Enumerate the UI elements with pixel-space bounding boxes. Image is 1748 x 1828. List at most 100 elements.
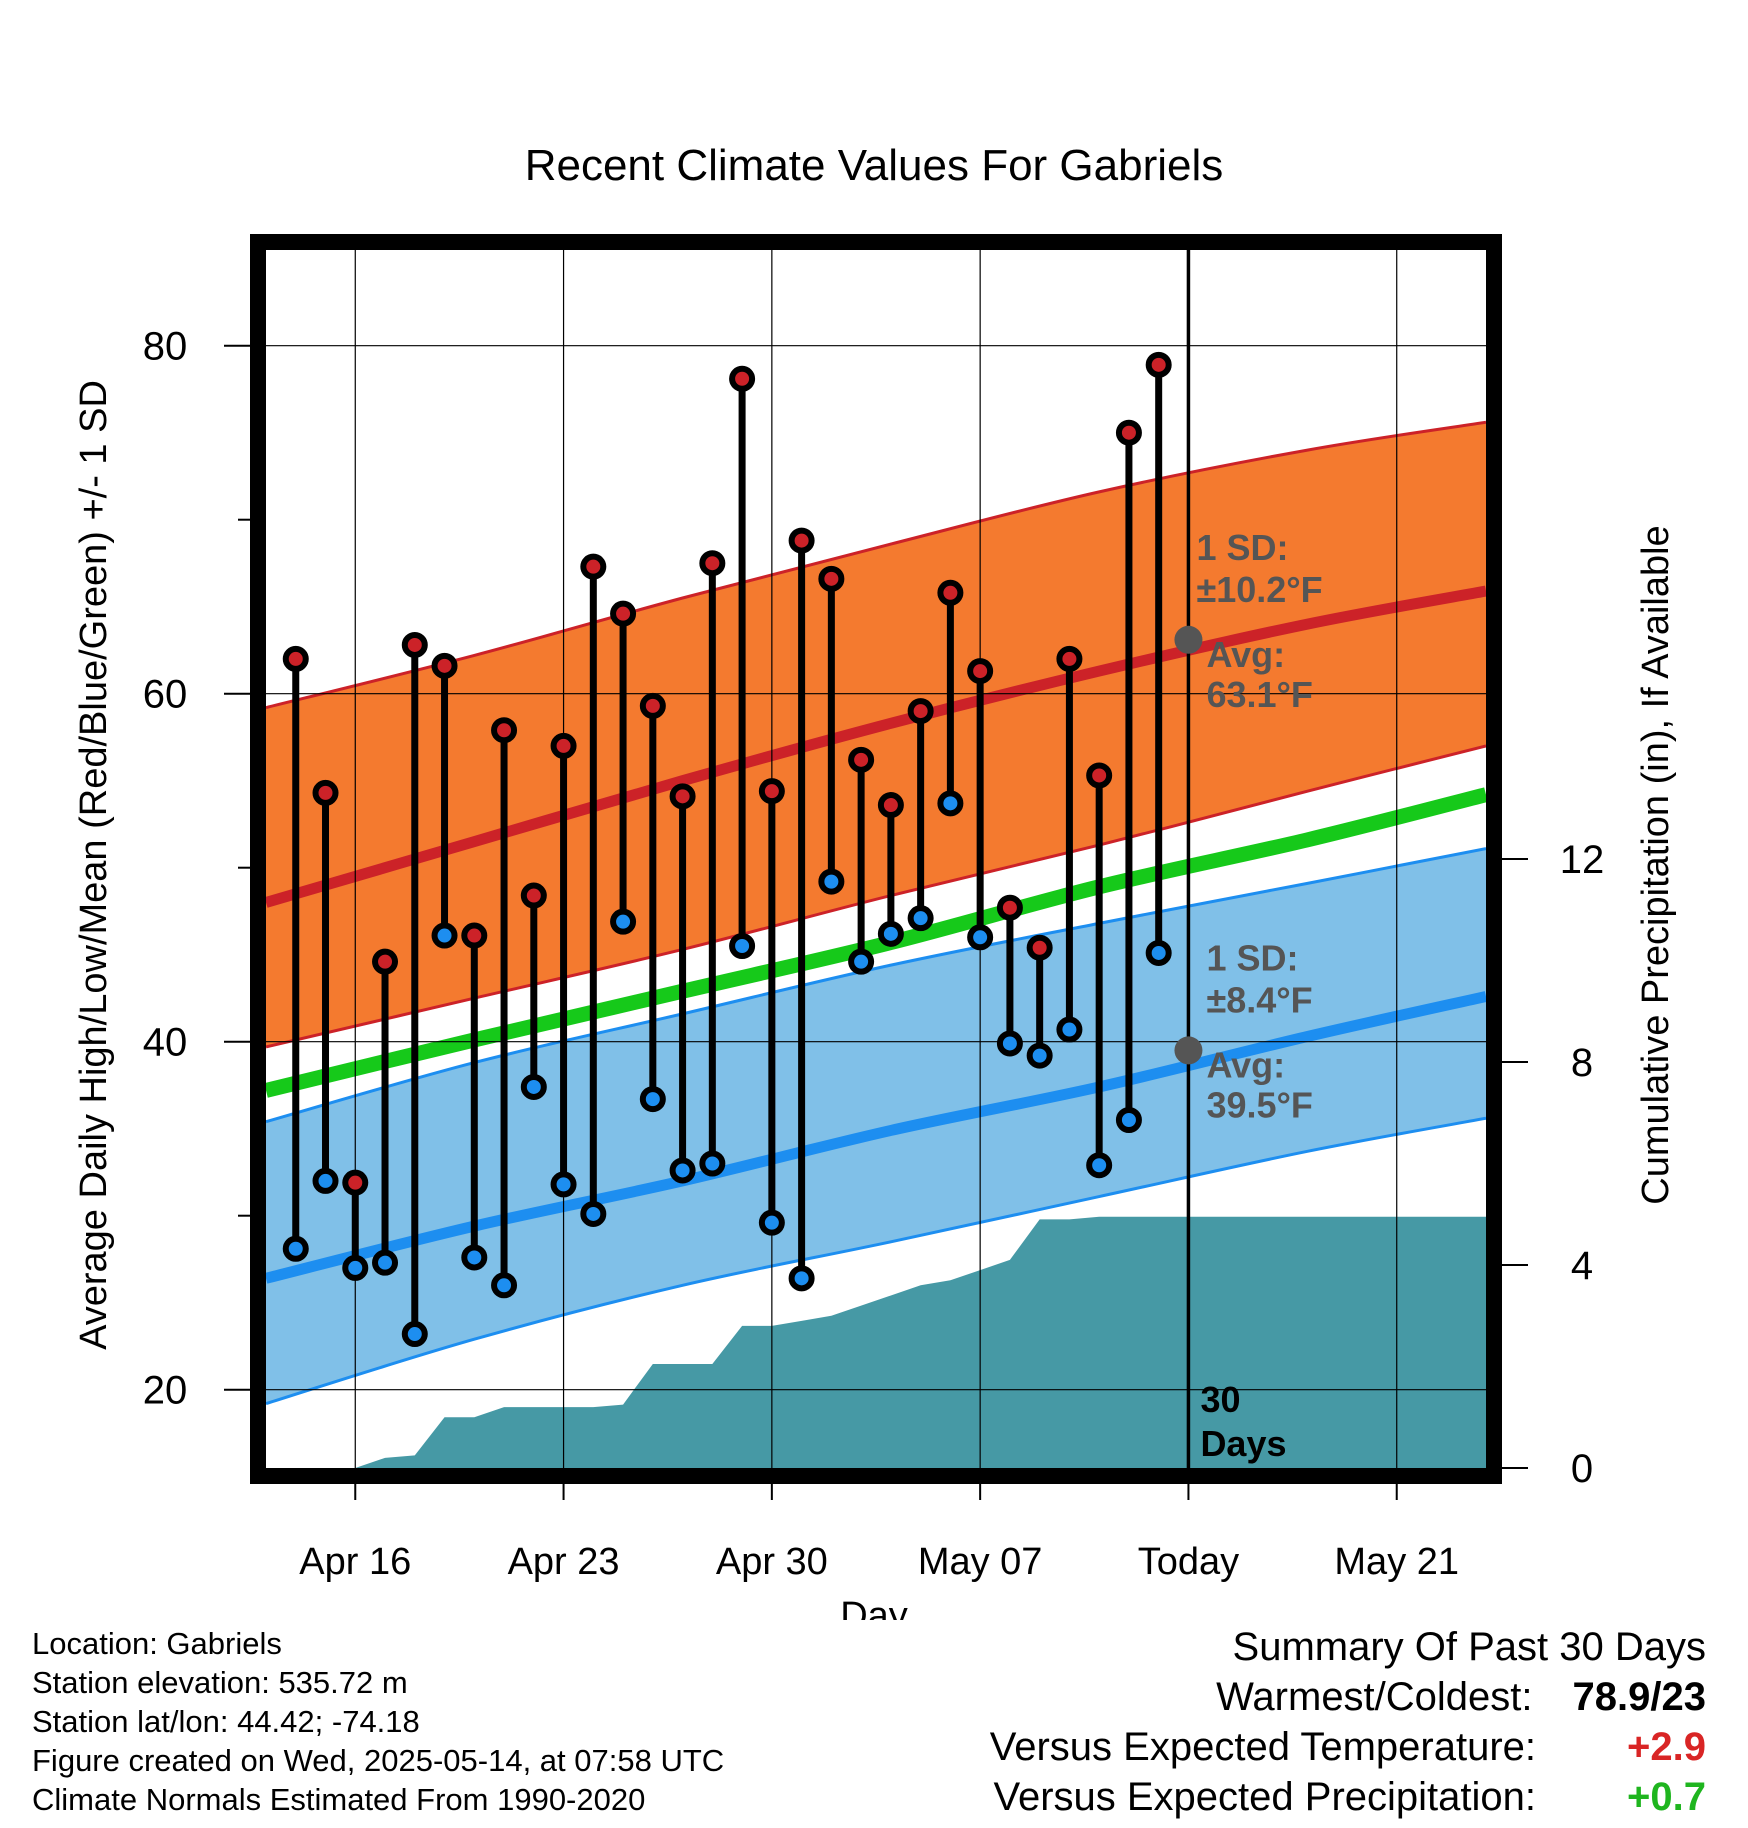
daily-low-point bbox=[282, 1235, 309, 1262]
summary-panel: Summary Of Past 30 Days Warmest/Coldest:… bbox=[990, 1622, 1706, 1822]
x-tick-label: Apr 30 bbox=[716, 1541, 828, 1583]
daily-high-point bbox=[818, 565, 845, 592]
low-sd-lower-line bbox=[266, 1116, 1486, 1406]
daily-low-point bbox=[1056, 1016, 1083, 1043]
daily-high-point bbox=[1056, 645, 1083, 672]
daily-high-point bbox=[372, 948, 399, 975]
daily-low-point bbox=[848, 948, 875, 975]
daily-high-point bbox=[967, 658, 994, 685]
x-tick-label: Today bbox=[1138, 1541, 1239, 1583]
latlon-text: Station lat/lon: 44.42; -74.18 bbox=[32, 1704, 420, 1739]
warmest-value: 78.9/23 bbox=[1572, 1675, 1706, 1719]
summary-precip-row: Versus Expected Precipitation: +0.7 bbox=[990, 1772, 1706, 1822]
daily-high-point bbox=[1115, 419, 1142, 446]
high-sd-upper-line bbox=[266, 420, 1486, 710]
daily-high-point bbox=[520, 882, 547, 909]
daily-low-point bbox=[639, 1086, 666, 1113]
daily-low-point bbox=[431, 922, 458, 949]
y-tick-label-left: 40 bbox=[143, 1021, 188, 1065]
daily-low-point bbox=[312, 1167, 339, 1194]
high-sd-label: 1 SD: bbox=[1196, 527, 1288, 568]
daily-high-point bbox=[788, 527, 815, 554]
today-high-avg-marker bbox=[1174, 625, 1203, 654]
y-tick-label-right: 12 bbox=[1560, 838, 1605, 882]
daily-high-point bbox=[907, 698, 934, 725]
daily-low-point bbox=[907, 905, 934, 932]
daily-high-point bbox=[877, 792, 904, 819]
y-tick-label-right: 8 bbox=[1571, 1041, 1593, 1085]
daily-high-point bbox=[431, 652, 458, 679]
plot-frame bbox=[250, 234, 1502, 1484]
daily-low-point bbox=[669, 1157, 696, 1184]
low-avg-value: 39.5°F bbox=[1206, 1084, 1312, 1125]
daily-low-point bbox=[610, 908, 637, 935]
daily-high-point bbox=[758, 778, 785, 805]
daily-low-point bbox=[729, 933, 756, 959]
normals-text: Climate Normals Estimated From 1990-2020 bbox=[32, 1782, 646, 1817]
precip-anomaly-label: Versus Expected Precipitation: bbox=[993, 1775, 1536, 1819]
temp-anomaly-value: +2.9 bbox=[1627, 1725, 1706, 1769]
temp-anomaly-label: Versus Expected Temperature: bbox=[989, 1725, 1536, 1769]
daily-low-point bbox=[788, 1265, 815, 1292]
daily-high-point bbox=[669, 783, 696, 810]
daily-high-point bbox=[937, 579, 964, 606]
low-avg-label: Avg: bbox=[1206, 1044, 1285, 1085]
summary-warmest-row: Warmest/Coldest: 78.9/23 bbox=[990, 1672, 1706, 1722]
daily-low-point bbox=[372, 1249, 399, 1276]
daily-high-point bbox=[1026, 934, 1053, 961]
daily-low-point bbox=[937, 790, 964, 817]
high-sd-band bbox=[266, 422, 1486, 1047]
x-tick-label: Apr 16 bbox=[299, 1541, 411, 1583]
y-tick-label-left: 20 bbox=[143, 1369, 188, 1413]
elevation-text: Station elevation: 535.72 m bbox=[32, 1665, 408, 1700]
daily-low-point bbox=[1145, 939, 1172, 966]
x-tick-label: Apr 23 bbox=[508, 1541, 620, 1583]
daily-low-point bbox=[491, 1272, 518, 1299]
summary-temp-row: Versus Expected Temperature: +2.9 bbox=[990, 1722, 1706, 1772]
today-low-avg-marker bbox=[1174, 1036, 1203, 1065]
daily-low-point bbox=[401, 1321, 428, 1348]
daily-high-point bbox=[848, 746, 875, 773]
y-tick-label-right: 4 bbox=[1571, 1244, 1593, 1288]
daily-high-point bbox=[312, 779, 339, 806]
daily-high-point bbox=[550, 732, 577, 759]
y-axis-left-label: Average Daily High/Low/Mean (Red/Blue/Gr… bbox=[73, 380, 115, 1350]
y-tick-label-left: 60 bbox=[143, 673, 188, 717]
daily-low-point bbox=[1026, 1042, 1053, 1069]
daily-low-point bbox=[1086, 1152, 1113, 1179]
daily-low-point bbox=[699, 1150, 726, 1177]
warmest-label: Warmest/Coldest: bbox=[1216, 1675, 1533, 1719]
daily-low-point bbox=[550, 1171, 577, 1198]
daily-high-point bbox=[1086, 762, 1113, 789]
daily-high-point bbox=[610, 600, 637, 627]
y-axis-right-label: Cumulative Precipitation (in), If Availa… bbox=[1635, 525, 1677, 1204]
daily-high-point bbox=[1145, 351, 1172, 378]
daily-high-point bbox=[639, 692, 666, 719]
daily-low-point bbox=[967, 924, 994, 951]
window-unit-label: Days bbox=[1200, 1423, 1286, 1464]
daily-high-point bbox=[729, 365, 756, 392]
daily-high-point bbox=[580, 553, 607, 580]
daily-high-point bbox=[401, 631, 428, 658]
daily-low-point bbox=[1115, 1107, 1142, 1133]
chart-title: Recent Climate Values For Gabriels bbox=[525, 141, 1224, 190]
low-sd-value: ±8.4°F bbox=[1206, 979, 1312, 1020]
low-sd-label: 1 SD: bbox=[1206, 937, 1298, 978]
y-tick-label-right: 0 bbox=[1571, 1447, 1593, 1491]
daily-low-point bbox=[818, 868, 845, 895]
daily-low-point bbox=[461, 1244, 488, 1271]
daily-high-point bbox=[342, 1169, 369, 1196]
climate-chart: Recent Climate Values For Gabriels Apr 1… bbox=[73, 141, 1677, 1620]
precip-anomaly-value: +0.7 bbox=[1627, 1775, 1706, 1819]
daily-low-point bbox=[996, 1030, 1023, 1057]
x-tick-label: May 07 bbox=[918, 1541, 1043, 1583]
high-avg-label: Avg: bbox=[1206, 634, 1285, 675]
daily-low-point bbox=[580, 1200, 607, 1227]
precip-area bbox=[266, 1216, 1486, 1468]
avg-high-line bbox=[266, 585, 1486, 908]
y-tick-label-left: 80 bbox=[143, 325, 188, 369]
daily-low-point bbox=[758, 1209, 785, 1236]
daily-high-point bbox=[996, 894, 1023, 921]
daily-low-point bbox=[877, 920, 904, 947]
high-sd-value: ±10.2°F bbox=[1196, 569, 1322, 610]
